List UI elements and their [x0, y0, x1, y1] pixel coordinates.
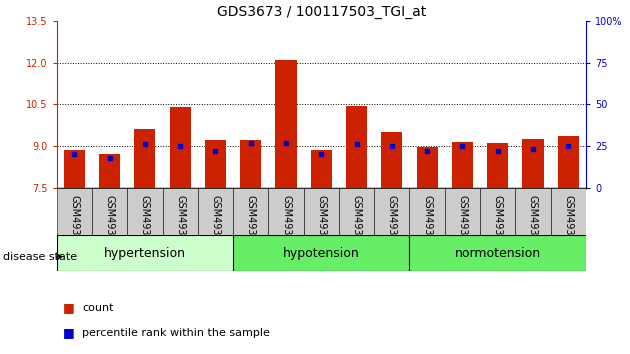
Text: GSM493532: GSM493532	[316, 195, 326, 254]
Bar	[416, 147, 438, 188]
Bar	[275, 60, 297, 188]
Text: disease state: disease state	[3, 252, 77, 262]
Text: GSM493534: GSM493534	[387, 195, 397, 254]
Text: count: count	[82, 303, 113, 313]
Text: GSM493538: GSM493538	[528, 195, 538, 254]
Bar	[522, 139, 544, 188]
Bar	[551, 188, 586, 235]
Text: ■: ■	[63, 302, 75, 314]
Bar	[452, 142, 473, 188]
Bar	[558, 136, 579, 188]
Bar	[134, 130, 156, 188]
Text: percentile rank within the sample: percentile rank within the sample	[82, 328, 270, 338]
Bar	[127, 188, 163, 235]
Text: hypertension: hypertension	[104, 247, 186, 259]
Bar	[487, 143, 508, 188]
Bar	[339, 188, 374, 235]
Text: hypotension: hypotension	[283, 247, 360, 259]
Text: GSM493530: GSM493530	[246, 195, 256, 254]
Bar	[480, 188, 515, 235]
Text: GSM493529: GSM493529	[210, 195, 220, 254]
Bar	[346, 106, 367, 188]
Bar	[268, 188, 304, 235]
Text: GSM493528: GSM493528	[175, 195, 185, 254]
Bar	[240, 141, 261, 188]
Text: GSM493527: GSM493527	[140, 195, 150, 254]
Title: GDS3673 / 100117503_TGI_at: GDS3673 / 100117503_TGI_at	[217, 5, 426, 19]
Bar	[163, 188, 198, 235]
Bar	[311, 150, 332, 188]
Text: GSM493525: GSM493525	[69, 195, 79, 254]
Text: GSM493533: GSM493533	[352, 195, 362, 254]
Bar	[410, 188, 445, 235]
Bar	[374, 188, 410, 235]
Bar	[381, 132, 403, 188]
Text: GSM493526: GSM493526	[105, 195, 115, 254]
Bar	[57, 188, 92, 235]
Bar	[233, 188, 268, 235]
Bar	[99, 154, 120, 188]
Text: GSM493537: GSM493537	[493, 195, 503, 254]
Bar	[304, 188, 339, 235]
Bar	[57, 235, 233, 271]
Bar	[64, 150, 85, 188]
Bar	[410, 235, 586, 271]
Text: GSM493536: GSM493536	[457, 195, 467, 254]
Bar	[205, 141, 226, 188]
Text: GSM493539: GSM493539	[563, 195, 573, 254]
Text: GSM493531: GSM493531	[281, 195, 291, 254]
Text: ■: ■	[63, 326, 75, 339]
Text: normotension: normotension	[455, 247, 541, 259]
Bar	[198, 188, 233, 235]
Bar	[515, 188, 551, 235]
Bar	[169, 107, 191, 188]
Bar	[233, 235, 410, 271]
Text: GSM493535: GSM493535	[422, 195, 432, 254]
Bar	[92, 188, 127, 235]
Bar	[445, 188, 480, 235]
